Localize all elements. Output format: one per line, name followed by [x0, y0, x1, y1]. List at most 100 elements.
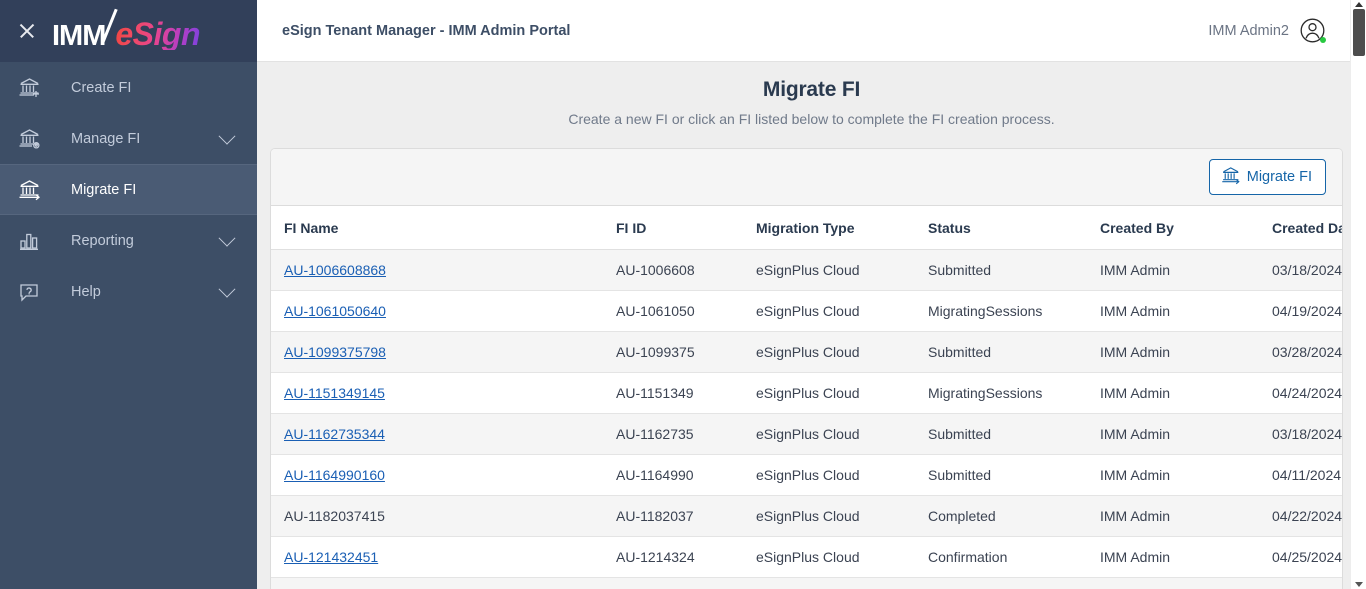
avatar[interactable]: [1299, 17, 1326, 44]
cell-created-by: IMM Admin: [1100, 331, 1272, 373]
online-status-dot: [1320, 37, 1326, 43]
cell-status: Submitted: [928, 331, 1100, 373]
bank-arrow-icon: [18, 178, 52, 202]
sidebar-item-label: Help: [71, 283, 101, 300]
table-row[interactable]: AU-1061050640 AU-1061050 eSignPlus Cloud Mi…: [271, 290, 1342, 332]
cell-created-by: IMM Admin: [1100, 290, 1272, 332]
cell-status: Submitted: [928, 413, 1100, 455]
sidebar-item-migrate-fi[interactable]: Migrate FI: [0, 164, 257, 215]
column-header-fi-name[interactable]: FI Name: [271, 206, 616, 250]
cell-created-by: IMM Admin: [1100, 495, 1272, 537]
cell-created-by: IMM Admin: [1100, 454, 1272, 496]
cell-fi-name: AU-1182037415: [271, 495, 616, 537]
column-header-status[interactable]: Status: [928, 206, 1100, 250]
table-row[interactable]: AU-1151349145 AU-1151349 eSignPlus Cloud Mi…: [271, 372, 1342, 414]
cell-fi-id: AU-1099375: [616, 331, 756, 373]
cell-fi-name: AU-1099375798: [271, 331, 616, 373]
sidebar-item-create-fi[interactable]: Create FI: [0, 62, 257, 113]
scroll-down-arrow-icon[interactable]: [1355, 582, 1363, 587]
sidebar-item-help[interactable]: Help: [0, 266, 257, 317]
migrate-fi-button-label: Migrate FI: [1246, 169, 1312, 185]
page-header: Migrate FI Create a new FI or click an F…: [257, 62, 1366, 137]
cell-migration-type: eSignPlus Cloud: [756, 577, 928, 589]
cell-migration-type: eSignPlus Cloud: [756, 290, 928, 332]
fi-name-link[interactable]: AU-121432451: [284, 549, 379, 565]
bank-gear-icon: [18, 127, 52, 151]
main-area: eSign Tenant Manager - IMM Admin Portal …: [257, 0, 1366, 589]
cell-fi-id: AU-1061050: [616, 290, 756, 332]
imm-esign-logo: IMM eSign: [52, 11, 200, 51]
fi-name-link[interactable]: AU-1006608868: [284, 262, 386, 278]
sidebar: IMM eSign: [0, 0, 257, 589]
user-name-label: IMM Admin2: [1208, 22, 1289, 39]
page-subtitle: Create a new FI or click an FI listed be…: [568, 111, 1055, 127]
cell-fi-id: AU-1006608: [616, 249, 756, 291]
cell-migration-type: eSignPlus Cloud: [756, 372, 928, 414]
bar-chart-icon: [18, 229, 52, 253]
chevron-down-icon[interactable]: [218, 229, 236, 247]
chevron-down-icon[interactable]: [218, 127, 236, 145]
cell-created-date: 03/18/2024: [1272, 413, 1342, 455]
cell-created-date: 04/11/2024: [1272, 577, 1342, 589]
cell-fi-name: AU-1006608868: [271, 249, 616, 291]
help-bubble-icon: [18, 280, 52, 304]
table-row[interactable]: AU-1411058788AU-1411058eSignPlus CloudMi…: [271, 577, 1342, 589]
cell-migration-type: eSignPlus Cloud: [756, 413, 928, 455]
bank-arrow-icon: [1221, 165, 1243, 190]
logo-text-esign: eSign: [115, 16, 200, 52]
content-card: Migrate FI FI Name FI ID Migration Type …: [270, 148, 1343, 589]
table-row[interactable]: AU-1182037415 AU-1182037 eSignPlus Cloud Co…: [271, 495, 1342, 537]
cell-created-by: IMM Admin: [1100, 372, 1272, 414]
cell-fi-id: AU-1214324: [616, 536, 756, 578]
sidebar-item-reporting[interactable]: Reporting: [0, 215, 257, 266]
cell-created-date: 04/19/2024: [1272, 290, 1342, 332]
cell-created-date: 04/25/2024: [1272, 536, 1342, 578]
sidebar-item-label: Manage FI: [71, 130, 141, 147]
table-row[interactable]: AU-1162735344 AU-1162735 eSignPlus Cloud Su…: [271, 413, 1342, 455]
cell-fi-id: AU-1164990: [616, 454, 756, 496]
fi-name-link[interactable]: AU-1164990160: [284, 467, 385, 483]
card-toolbar: Migrate FI: [271, 149, 1342, 206]
table-row[interactable]: AU-1164990160 AU-1164990 eSignPlus Cloud Su…: [271, 454, 1342, 496]
cell-created-by: IMM Admin: [1100, 413, 1272, 455]
migrate-fi-button[interactable]: Migrate FI: [1208, 159, 1326, 195]
sidebar-item-label: Reporting: [71, 232, 134, 249]
close-icon[interactable]: [16, 20, 38, 42]
table-row[interactable]: AU-1099375798 AU-1099375 eSignPlus Cloud Su…: [271, 331, 1342, 373]
table-row[interactable]: AU-1006608868 AU-1006608 eSignPlus Cloud Su…: [271, 249, 1342, 291]
sidebar-item-label: Create FI: [71, 79, 132, 96]
cell-status: Confirmation: [928, 536, 1100, 578]
fi-name-link[interactable]: AU-1061050640: [284, 303, 386, 319]
scroll-up-arrow-icon[interactable]: [1355, 2, 1363, 7]
fi-name-link[interactable]: AU-1151349145: [284, 385, 385, 401]
column-header-migration-type[interactable]: Migration Type: [756, 206, 928, 250]
sidebar-item-manage-fi[interactable]: Manage FI: [0, 113, 257, 164]
cell-status: Completed: [928, 495, 1100, 537]
cell-created-date: 04/24/2024: [1272, 372, 1342, 414]
chevron-down-icon[interactable]: [218, 280, 236, 298]
cell-status: MigratingSessions: [928, 577, 1100, 589]
fi-name-link[interactable]: AU-1099375798: [284, 344, 386, 360]
page-title: Migrate FI: [762, 78, 861, 101]
cell-created-date: 03/28/2024: [1272, 331, 1342, 373]
scrollbar-thumb[interactable]: [1353, 9, 1365, 56]
fi-name-link[interactable]: AU-1162735344: [284, 426, 385, 442]
cell-fi-name: AU-1151349145: [271, 372, 616, 414]
cell-created-date: 04/22/2024: [1272, 495, 1342, 537]
cell-fi-name: AU-1061050640: [271, 290, 616, 332]
top-bar: eSign Tenant Manager - IMM Admin Portal …: [257, 0, 1366, 62]
table-row[interactable]: AU-121432451 AU-1214324 eSignPlus Cloud Con…: [271, 536, 1342, 578]
cell-migration-type: eSignPlus Cloud: [756, 495, 928, 537]
fi-table: FI Name FI ID Migration Type Status Crea…: [271, 206, 1342, 589]
logo-slash-icon: [104, 11, 116, 45]
page-scrollbar[interactable]: [1350, 0, 1366, 589]
column-header-created-by[interactable]: Created By: [1100, 206, 1272, 250]
column-header-created-date[interactable]: Created Date: [1272, 206, 1342, 250]
cell-fi-name: AU-121432451: [271, 536, 616, 578]
cell-migration-type: eSignPlus Cloud: [756, 249, 928, 291]
column-header-fi-id[interactable]: FI ID: [616, 206, 756, 250]
sidebar-nav: Create FI: [0, 62, 257, 317]
cell-created-date: 03/18/2024: [1272, 249, 1342, 291]
cell-status: Submitted: [928, 454, 1100, 496]
